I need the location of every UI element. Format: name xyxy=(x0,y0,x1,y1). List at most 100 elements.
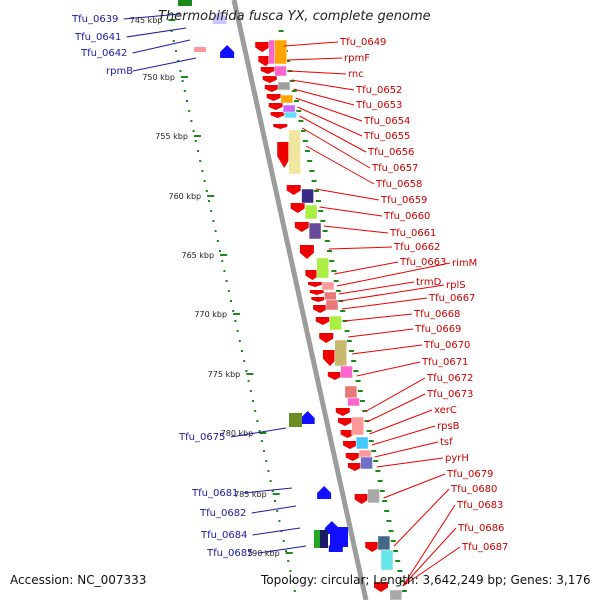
leader-line xyxy=(374,441,439,458)
tick-mark xyxy=(180,76,188,78)
tick-mark xyxy=(207,195,215,197)
guide-dot xyxy=(388,530,394,532)
guide-dot xyxy=(289,80,295,82)
leader-line xyxy=(297,106,363,137)
leader-line xyxy=(132,39,191,54)
leader-line xyxy=(284,41,339,47)
gene-label-right: Tfu_0680 xyxy=(450,484,497,495)
guide-dot xyxy=(360,400,365,402)
guide-dot xyxy=(296,110,302,112)
gene-label-right: rplS xyxy=(446,280,466,291)
gene-feature-block xyxy=(288,129,301,175)
guide-dot xyxy=(371,450,376,452)
accession-text: Accession: NC_007333 xyxy=(10,573,147,587)
forward-gene xyxy=(255,42,270,52)
guide-dot xyxy=(221,260,224,262)
gene-label-right: Tfu_0658 xyxy=(375,179,422,190)
guide-dot xyxy=(302,140,308,142)
guide-dot xyxy=(254,410,257,412)
gene-label-left: Tfu_0681 xyxy=(191,488,238,499)
guide-dot xyxy=(192,130,195,132)
gene-feature-block xyxy=(325,299,339,311)
gene-label-right: Tfu_0656 xyxy=(367,147,414,158)
guide-dot xyxy=(375,470,381,472)
forward-gene xyxy=(260,67,275,74)
guide-dot xyxy=(177,60,180,62)
forward-gene xyxy=(268,103,283,110)
gene-label-right: Tfu_0679 xyxy=(446,469,493,480)
forward-gene xyxy=(262,76,277,83)
leader-line xyxy=(230,427,287,438)
gene-label-right: rpmF xyxy=(344,53,370,64)
gene-label-right: Tfu_0668 xyxy=(413,309,460,320)
gene-label-right: Tfu_0662 xyxy=(393,242,440,253)
genome-backbone xyxy=(231,0,369,600)
gene-label-left: Tfu_0641 xyxy=(74,32,121,43)
leader-line xyxy=(305,145,375,185)
tick-label: 780 kbp xyxy=(221,429,254,438)
guide-dot xyxy=(293,590,296,592)
forward-gene xyxy=(308,282,323,287)
gene-feature-block xyxy=(301,188,314,204)
tick-mark xyxy=(233,313,241,315)
gene-feature-block xyxy=(377,535,391,551)
gene-feature-block xyxy=(308,222,322,240)
guide-dot xyxy=(212,220,215,222)
forward-gene xyxy=(347,463,362,471)
gene-label-right: tsf xyxy=(440,437,453,448)
gene-feature-block xyxy=(351,416,364,436)
gene-label-left: rpmB xyxy=(106,66,133,77)
guide-dot xyxy=(298,120,304,122)
guide-dot xyxy=(186,100,188,102)
guide-dot xyxy=(190,120,193,122)
guide-dot xyxy=(322,230,328,232)
guide-dot xyxy=(241,350,243,352)
tick-label: 750 kbp xyxy=(142,73,175,82)
map-title: Thermobifida fusca YX, complete genome xyxy=(158,9,431,24)
scale-ticks: 745 kbp 750 kbp 755 kbp 760 kbp 765 kbp 770 k… xyxy=(130,16,293,558)
guide-dot xyxy=(210,210,213,212)
forward-gene xyxy=(309,290,324,295)
leader-line xyxy=(402,546,461,587)
forward-gene xyxy=(327,372,342,380)
gene-feature-block xyxy=(360,456,373,470)
guide-dot xyxy=(377,480,383,482)
gene-label-right: Tfu_0667 xyxy=(428,293,475,304)
tick-mark xyxy=(168,19,176,21)
reverse-gene xyxy=(212,11,227,24)
leader-line xyxy=(344,313,413,322)
guide-dot xyxy=(282,540,285,542)
guide-dot xyxy=(238,340,241,342)
guide-dot xyxy=(256,420,259,422)
guide-dot xyxy=(258,430,261,432)
gene-feature-block xyxy=(340,365,353,379)
forward-gene xyxy=(294,222,309,232)
leader-line xyxy=(123,13,181,20)
guide-dot xyxy=(333,280,339,282)
guide-dot xyxy=(179,70,182,72)
guide-dot xyxy=(311,180,317,182)
guide-dot xyxy=(269,480,272,482)
guide-dot xyxy=(291,580,294,582)
gene-label-right: Tfu_0671 xyxy=(421,357,468,368)
leader-line xyxy=(132,57,197,72)
guide-dot xyxy=(260,440,263,442)
guide-dot xyxy=(170,30,173,32)
leader-line xyxy=(371,425,436,446)
guide-dot xyxy=(399,580,405,582)
gene-label-left: Tfu_0675 xyxy=(178,432,225,443)
guide-dot xyxy=(368,440,374,442)
gene-feature-block xyxy=(367,488,380,504)
gene-label-right: trmD xyxy=(416,277,442,288)
guide-dot xyxy=(397,570,403,572)
guide-dot xyxy=(362,410,368,412)
leader-line xyxy=(315,188,380,201)
gene-feature-block xyxy=(320,530,328,548)
guide-dot xyxy=(305,150,310,152)
guide-dot xyxy=(172,40,175,42)
guide-dot xyxy=(225,280,228,282)
guide-dot xyxy=(309,170,315,172)
guide-dot xyxy=(331,270,337,272)
gene-label-left: Tfu_0685 xyxy=(206,548,253,559)
